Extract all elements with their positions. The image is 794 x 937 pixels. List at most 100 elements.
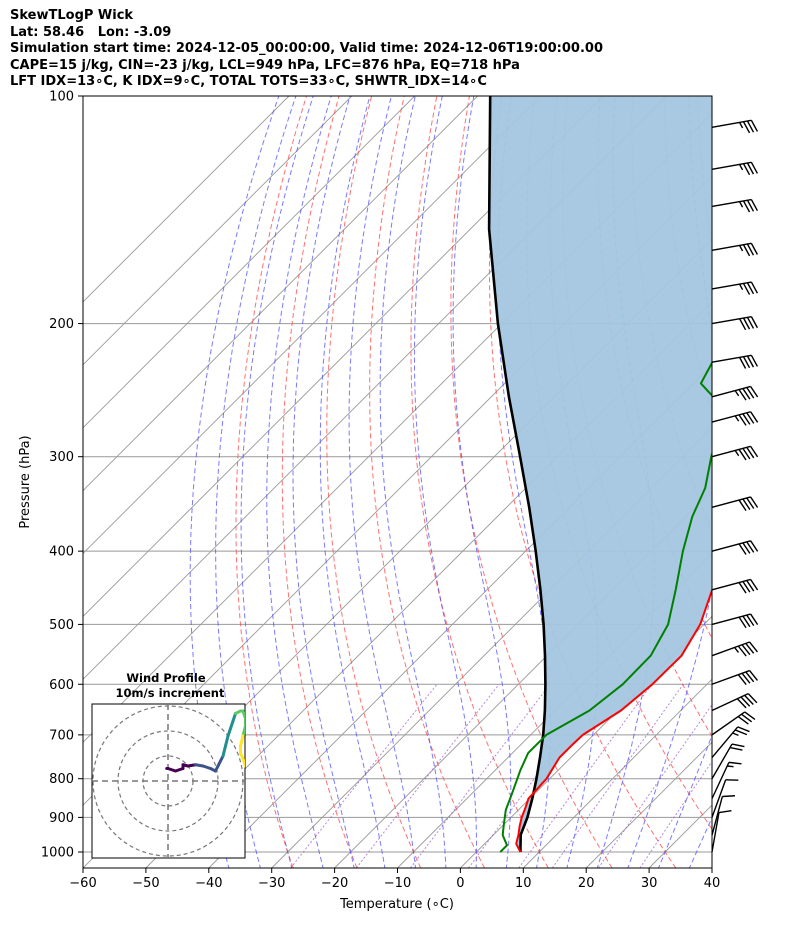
barb-feather [737,674,747,686]
barb-feather [738,414,747,426]
moist-adiabat-line [348,96,417,868]
barb-staff [711,641,750,657]
x-tick-label: 30 [641,876,658,891]
barb-feather [738,449,747,461]
y-tick-label: 700 [49,728,74,743]
barb-feather [742,317,751,330]
barb-feather [742,448,751,460]
isotherm-line [83,96,353,366]
dry-adiabat-line [730,96,794,868]
barb-feather [740,696,751,707]
barb-feather [744,711,756,721]
y-tick-label: 800 [49,772,74,787]
dry-adiabat-line [763,96,794,868]
isotherm-line [83,96,604,618]
barb-feather [750,411,759,423]
barb-feather [746,541,755,553]
barb-feather [742,542,751,554]
wind-barb [711,641,758,657]
y-axis-label: Pressure (hPa) [18,435,33,528]
barb-feather [750,161,759,174]
isotherm-line [397,552,712,868]
wind-barb [711,693,758,712]
barb-staff [711,613,751,626]
hodograph-segment [239,734,245,748]
wind-barb [711,743,745,780]
barb-feather [741,713,753,723]
y-tick-label: 1000 [41,845,74,860]
barb-feather [746,243,755,256]
barb-staff [711,445,751,458]
barb-feather [746,412,755,424]
x-tick-label: −50 [132,876,159,891]
mixing-ratio-line [518,684,653,868]
barb-feather [742,163,751,176]
wind-barb [711,761,742,799]
isotherm-line [334,489,712,868]
barb-feather [737,715,749,725]
barb-feather [738,389,747,401]
barb-feather [750,445,759,458]
barb-staff [711,281,752,290]
barb-feather [734,729,748,736]
barb-feather [750,613,759,625]
wind-barb [711,161,759,176]
wind-barb [711,496,759,511]
location-line: Lat: 58.46 Lon: -3.09 [10,24,172,40]
dry-adiabat-line [450,96,613,868]
barb-feather [737,645,747,657]
y-tick-label: 300 [49,450,74,465]
barb-feather [747,693,758,704]
y-tick-label: 100 [49,90,74,105]
wind-barb [711,613,759,629]
barb-feather [749,670,758,681]
barb-feather [746,446,755,459]
barb-feather [746,162,755,175]
moist-adiabat-line [627,96,712,868]
moist-adiabat-line [497,96,552,868]
moist-adiabat-line [319,96,386,868]
hodograph-segment [241,757,245,768]
barb-feather [742,388,751,400]
moist-adiabat-line [266,96,332,868]
barb-feather [750,120,759,132]
hodograph-subtitle: 10m/s increment [116,686,225,700]
isotherm-line [83,96,290,303]
barb-staff [711,161,752,170]
chart-header: SkewTLogP Wick Lat: 58.46 Lon: -3.09 Simul… [10,8,603,91]
x-tick-label: −30 [258,876,285,891]
mixing-ratio-line [409,683,551,868]
y-axis-ticks: 100 200 300 400 500 600 700 800 900 1000 [41,90,83,860]
barb-feather [742,581,751,593]
isotherm-line [83,96,416,429]
barb-feather [738,616,747,629]
wind-barb [711,354,759,369]
isotherm-line [83,96,541,555]
y-tick-label: 900 [49,811,74,826]
barb-feather [738,318,747,331]
x-tick-label: 0 [456,876,464,891]
barb-staff [711,812,720,853]
barb-staff [711,540,751,552]
moist-adiabat-line [215,96,297,868]
wind-barb [711,445,759,461]
mixing-ratio-line [597,703,712,868]
x-tick-label: 40 [704,876,721,891]
barb-staff [711,743,733,780]
profile-lines [487,96,712,853]
barb-feather [746,316,755,329]
barb-staff [711,411,751,423]
wind-barb [711,810,732,853]
dry-adiabat-line [410,96,549,868]
barb-feather [742,200,751,213]
barb-feather [746,580,755,592]
barb-feather [738,499,747,511]
isotherm-line [460,615,712,868]
barb-half-feather [738,201,744,208]
y-tick-label: 500 [49,618,74,633]
barb-feather [741,644,751,656]
barb-staff [711,354,752,363]
barb-feather [742,498,751,510]
barb-half-feather [738,245,744,252]
moist-adiabat-line [379,96,447,868]
